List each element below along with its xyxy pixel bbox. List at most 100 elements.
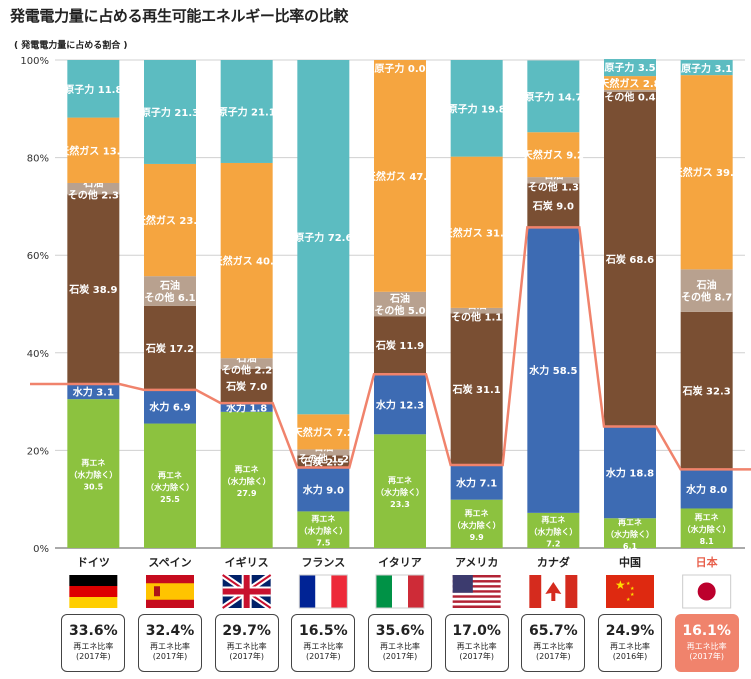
category-label: イギリス [225, 555, 269, 569]
flag-part [697, 582, 716, 601]
category-label: 中国 [619, 555, 641, 569]
segment-label-line: その他 2.2 [221, 364, 272, 377]
flags-layer: ★ ★★★★ [69, 572, 732, 611]
segment-label: 再エネ （水力除く） 30.5 [69, 458, 117, 492]
bar-segment-再エネ [527, 512, 580, 548]
segment-label-line: その他 1.2 [298, 452, 349, 465]
bar-4: 再エネ （水力除く） 23.3 水力 12.3 石炭 11.9 石油その他 5.0 天然ガス… [366, 60, 434, 548]
bar-segment-石炭 [680, 311, 733, 470]
ratio-card: 24.9% 再エネ比率 (2016年) [598, 614, 662, 672]
segment-label: 石炭 38.9 [68, 283, 117, 296]
category-label: イタリア [378, 556, 422, 569]
segment-label-line: 水力 9.0 [302, 483, 344, 496]
segment-label: 水力 9.0 [302, 483, 344, 496]
segment-label: 原子力 21.1 [218, 105, 276, 118]
flag-part [408, 575, 424, 608]
flag-4 [375, 574, 425, 609]
ratio-note: 再エネ比率 (2017年) [686, 642, 727, 661]
ratio-note: 再エネ比率 (2017年) [380, 642, 420, 661]
ratio-card: 29.7% 再エネ比率 (2017年) [214, 614, 279, 672]
segment-label-line: （水力除く） [69, 470, 117, 480]
bar-segment-原子力 [527, 60, 580, 133]
segment-label-line: 再エネ [618, 517, 642, 527]
bar-segment-天然ガス [604, 76, 656, 90]
bar-8: 再エネ （水力除く） 8.1 水力 8.0 石炭 32.3 石油その他 8.7 天然ガス 3… [673, 60, 741, 548]
category-label: カナダ [537, 555, 570, 569]
bar-segment-水力 [680, 469, 733, 509]
bar-segment-石炭 [374, 316, 426, 375]
segment-label-line: 石油 [696, 279, 717, 292]
segment-label-line: 原子力 72.6 [294, 231, 352, 244]
y-tick-label: 0% [33, 544, 49, 555]
ratio-note: 再エネ比率 (2017年) [303, 642, 344, 661]
flag-part [452, 600, 501, 603]
ratio-card: 35.6% 再エネ比率 (2017年) [368, 614, 432, 672]
ratio-note: 再エネ比率 (2016年) [610, 642, 650, 661]
segment-label: 石油その他 8.7 [681, 279, 732, 304]
segment-label: 再エネ （水力除く） 23.3 [376, 475, 424, 509]
bar-segment-再エネ [220, 411, 273, 548]
bars-layer: 再エネ （水力除く） 30.5 水力 3.1 石炭 38.9 石油 その他 2.3 天然ガス … [59, 59, 741, 551]
ratio-value: 65.7% [529, 623, 578, 639]
flag-part [146, 583, 194, 600]
segment-label-line: 石炭 7.0 [225, 380, 267, 393]
segment-label: 石炭 2.5 [302, 455, 344, 468]
flag-part [452, 602, 501, 606]
segment-label-line: 27.9 [237, 489, 257, 498]
segment-label-line: 水力 8.0 [685, 483, 727, 496]
x-axis-categories: ドイツ スペイン イギリス フランス イタリア アメリカ カナダ 中国 日本 [77, 555, 718, 569]
segment-label: 天然ガス 9.2 [523, 149, 584, 162]
flag-part [606, 575, 654, 608]
flag-1 [146, 575, 194, 608]
segment-label-line: 再エネ [695, 512, 719, 522]
bar-segment-水力 [527, 227, 580, 513]
segment-label-line: 水力 12.3 [375, 398, 424, 411]
segment-label: 再エネ （水力除く） 27.9 [223, 464, 271, 498]
segment-label: 石炭 68.6 [605, 253, 654, 266]
maple-leaf-icon [545, 582, 562, 601]
flag-part [69, 586, 118, 597]
bar-segment-天然ガス [450, 156, 503, 308]
segment-label-line: 9.9 [470, 533, 485, 542]
segment-label-line: 天然ガス 13.4 [59, 144, 127, 157]
segment-label-line: 石油 [159, 279, 180, 292]
ratio-note: 再エネ比率 (2017年) [150, 642, 190, 661]
y-tick-label: 20% [27, 446, 49, 457]
flag-part [452, 592, 501, 596]
bar-segment-再エネ [604, 518, 656, 548]
segment-label-line: 石炭 11.9 [375, 339, 424, 352]
segment-label-line: 天然ガス 2.8 [599, 77, 660, 90]
segment-label: 水力 1.8 [225, 401, 267, 414]
segment-label: 石炭 7.0 [225, 380, 267, 393]
segment-label: 石炭 31.1 [452, 383, 501, 396]
segment-label: 原子力 3.1 [681, 62, 732, 75]
segment-label-line: 8.1 [700, 537, 715, 546]
flag-5 [452, 575, 501, 608]
renewable-ratio-line [30, 226, 751, 471]
segment-label-line: （水力除く） [146, 482, 194, 492]
bar-segment-水力 [67, 384, 120, 400]
segment-label-line: 石炭 9.0 [532, 199, 574, 212]
segment-label-line: 原子力 21.1 [218, 105, 276, 118]
segment-label-line: 天然ガス 7.2 [293, 426, 354, 439]
ratio-note: 再エネ比率 (2017年) [226, 642, 267, 661]
segment-label-line: 水力 6.9 [148, 401, 190, 414]
segment-label: 水力 3.1 [72, 386, 114, 399]
segment-label: 石油その他 6.1 [144, 279, 195, 304]
bar-segment-石炭 [450, 313, 503, 466]
flag-part [452, 597, 501, 601]
segment-label-line: 原子力 3.5 [604, 61, 655, 74]
ratio-note: 再エネ比率 (2017年) [73, 642, 114, 661]
segment-label-line: 25.5 [160, 495, 180, 504]
bar-segment-石炭 [144, 305, 196, 390]
segment-label-line: 再エネ [235, 464, 259, 474]
segment-label: 原子力 14.7 [524, 90, 582, 103]
flag-part [376, 575, 392, 608]
flag-part [222, 588, 271, 595]
bar-segment-石油その他 [450, 307, 503, 314]
segment-label-line: 30.5 [83, 483, 103, 492]
bar-segment-石炭 [220, 368, 273, 404]
flag-part [452, 595, 501, 598]
bar-1: 再エネ （水力除く） 25.5 水力 6.9 石炭 17.2 石油その他 6.1 天然ガス … [136, 60, 204, 548]
